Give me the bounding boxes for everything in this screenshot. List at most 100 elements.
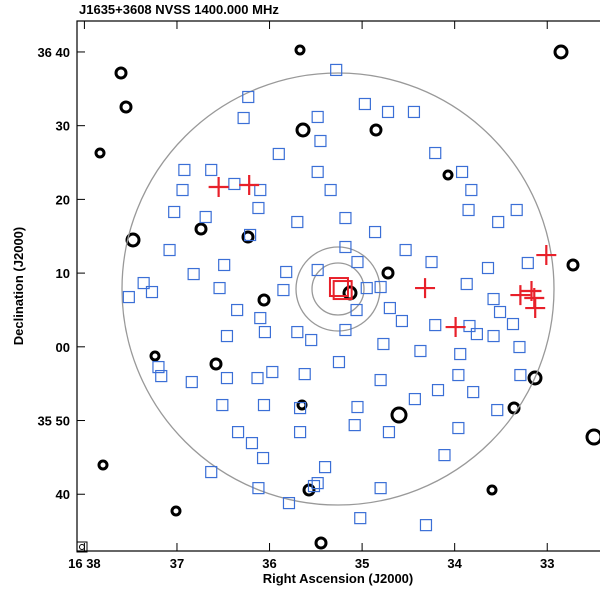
source-square [429, 146, 442, 160]
x-tick-label: 34 [447, 556, 462, 571]
source-square [383, 301, 396, 315]
source-square [399, 243, 412, 257]
source-square [218, 258, 231, 272]
source-square [122, 290, 135, 304]
source-square [438, 448, 451, 462]
source-square [491, 403, 504, 417]
source-square [467, 385, 480, 399]
source-square [272, 147, 285, 161]
x-tick-label: 36 [262, 556, 276, 571]
source-square [266, 365, 279, 379]
cross [208, 177, 229, 198]
y-tick-label: 36 40 [37, 45, 70, 60]
cross [239, 175, 260, 196]
x-tick-label: 33 [540, 556, 554, 571]
source-square [407, 105, 421, 119]
y-axis-label: Declination (J2000) [11, 227, 26, 346]
source-square [431, 383, 445, 397]
source-square [185, 375, 198, 389]
source-square [145, 285, 159, 299]
source-square [351, 400, 364, 414]
source-square [231, 303, 244, 317]
source-square [231, 426, 245, 439]
source-square [311, 165, 324, 179]
source-square [510, 203, 523, 217]
chart-title: J1635+3608 NVSS 1400.000 MHz [79, 2, 279, 17]
source-square [245, 436, 259, 450]
source-square [298, 367, 311, 381]
source-square [339, 323, 352, 337]
source-square [311, 477, 324, 490]
y-tick-label: 20 [56, 192, 70, 207]
source-square [506, 317, 520, 331]
source-square [291, 215, 304, 229]
source-square [487, 329, 500, 343]
source-square [305, 333, 318, 347]
source-square [465, 183, 478, 197]
source-square [220, 329, 234, 343]
source-square [374, 482, 387, 495]
source-square [178, 163, 191, 177]
y-tick-label: 00 [56, 340, 70, 355]
source-square [487, 292, 500, 306]
source-square [314, 134, 327, 148]
source-square [199, 210, 212, 224]
y-tick-label: 35 50 [37, 414, 70, 429]
source-square [252, 201, 265, 215]
source-square [257, 398, 271, 412]
y-tick-label: 10 [56, 266, 70, 281]
source-square [254, 183, 267, 197]
source-square [332, 355, 346, 369]
source-square [155, 369, 168, 383]
source-square [252, 482, 265, 495]
source-square [492, 215, 505, 229]
x-tick-label: 35 [355, 556, 369, 571]
source-square [408, 392, 421, 406]
source-square [339, 240, 352, 254]
source-square [452, 421, 465, 435]
source-square [358, 97, 371, 111]
source-square [318, 461, 332, 474]
source-square [176, 183, 189, 197]
x-tick-label: 37 [170, 556, 184, 571]
source-square [339, 211, 352, 225]
source-square [452, 368, 465, 382]
source-square [460, 277, 473, 291]
source-square [311, 263, 324, 277]
source-square [282, 496, 296, 510]
source-square [213, 281, 226, 295]
source-square [351, 255, 364, 269]
source-square [455, 165, 469, 179]
source-square [243, 228, 257, 242]
source-square [374, 373, 387, 387]
source-square [311, 110, 324, 124]
source-square [414, 344, 427, 358]
source-square [163, 243, 176, 257]
source-square [205, 465, 218, 479]
source-square [360, 281, 373, 295]
source-square [205, 163, 218, 177]
cross [536, 245, 557, 266]
source-square [307, 479, 321, 493]
source-square [348, 418, 361, 432]
source-square [470, 327, 483, 341]
source-square [137, 276, 150, 290]
source-square [280, 265, 293, 279]
source-square [256, 451, 270, 465]
source-square [220, 371, 234, 385]
contours [94, 44, 600, 550]
source-square [228, 177, 241, 191]
source-square [419, 519, 433, 532]
cross [510, 285, 531, 306]
cross [445, 317, 466, 338]
source-square [152, 360, 165, 374]
source-square [513, 340, 526, 354]
x-tick-label: 16 38 [68, 556, 101, 571]
source-square [462, 203, 475, 217]
source-square [521, 256, 534, 270]
source-square [481, 261, 495, 275]
source-square [187, 267, 200, 281]
source-square [242, 90, 255, 104]
